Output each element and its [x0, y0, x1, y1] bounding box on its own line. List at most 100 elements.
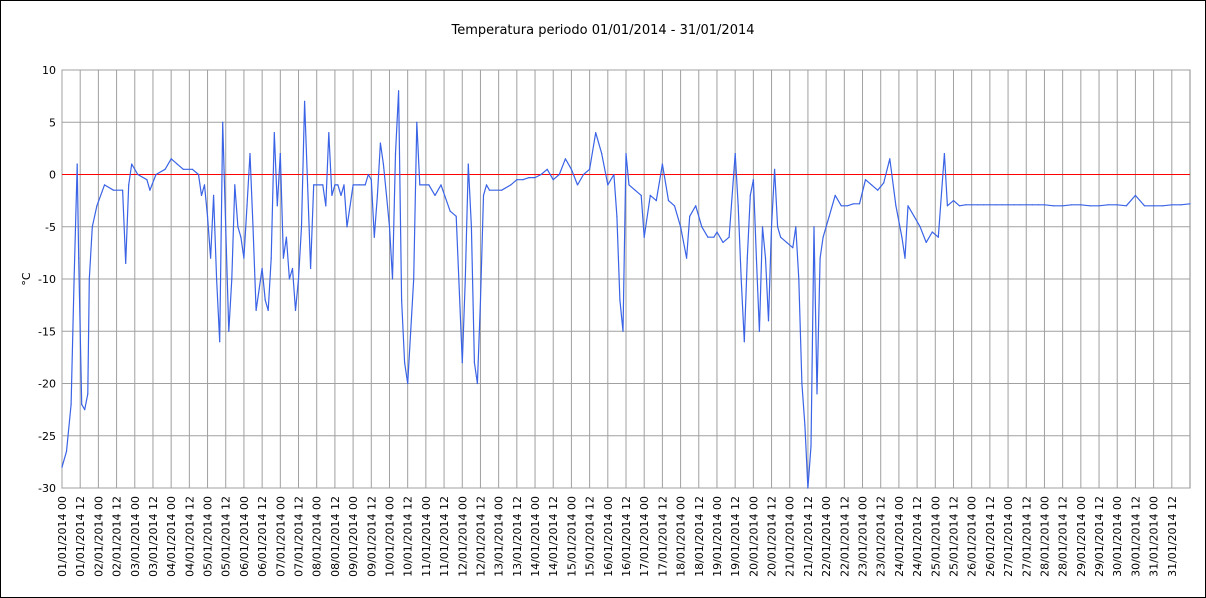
x-tick-label: 30/01/2014 00 — [1111, 496, 1124, 577]
data-point — [291, 267, 294, 270]
data-point — [137, 173, 139, 176]
x-tick-label: 26/01/2014 12 — [984, 496, 997, 577]
x-tick-label: 08/01/2014 12 — [329, 496, 342, 577]
data-point — [907, 205, 909, 207]
x-tick-label: 21/01/2014 00 — [784, 496, 797, 577]
x-tick-label: 29/01/2014 12 — [1093, 496, 1106, 577]
data-point — [78, 257, 80, 259]
data-point — [270, 257, 272, 259]
data-point — [767, 320, 770, 322]
x-tick-label: 16/01/2014 00 — [602, 496, 615, 577]
data-point — [1125, 205, 1127, 207]
data-point — [416, 121, 418, 123]
data-point — [607, 184, 609, 186]
x-tick-label: 09/01/2014 12 — [365, 496, 378, 577]
data-point — [96, 205, 98, 207]
data-point — [213, 194, 215, 196]
x-tick-label: 16/01/2014 12 — [620, 496, 633, 577]
x-tick-label: 08/01/2014 00 — [311, 496, 324, 577]
data-point — [470, 226, 472, 228]
data-point — [434, 194, 436, 196]
data-point — [895, 205, 897, 207]
data-point — [746, 257, 748, 259]
data-point — [822, 236, 824, 238]
data-point — [307, 184, 309, 186]
data-point — [122, 189, 124, 191]
data-point — [410, 330, 412, 332]
data-point — [1162, 205, 1164, 207]
data-point — [995, 204, 997, 206]
data-point — [349, 205, 351, 207]
data-point — [84, 409, 86, 411]
data-point — [164, 168, 166, 170]
y-tick-label: 5 — [49, 116, 56, 129]
data-point — [1062, 205, 1064, 207]
x-tick-label: 11/01/2014 00 — [420, 496, 433, 577]
data-point — [240, 236, 242, 238]
y-tick-label: -15 — [38, 325, 56, 338]
x-tick-label: 31/01/2014 00 — [1148, 496, 1161, 577]
data-point — [689, 215, 691, 217]
data-point — [407, 382, 409, 385]
data-point — [931, 231, 933, 233]
data-point — [328, 132, 330, 134]
data-point — [91, 226, 93, 228]
data-point — [798, 278, 800, 280]
data-point — [713, 236, 715, 238]
x-tick-label: 20/01/2014 00 — [747, 496, 760, 577]
x-tick-label: 02/01/2014 12 — [111, 496, 124, 577]
x-tick-label: 12/01/2014 12 — [474, 496, 487, 577]
data-point — [728, 236, 730, 238]
data-point — [589, 168, 591, 170]
data-point — [343, 184, 345, 186]
data-point — [852, 203, 855, 205]
x-tick-label: 06/01/2014 00 — [238, 496, 251, 577]
data-point — [834, 194, 836, 196]
data-point — [640, 194, 642, 196]
x-tick-label: 31/01/2014 12 — [1166, 496, 1179, 577]
data-point — [131, 163, 133, 165]
data-point — [401, 299, 403, 301]
data-point — [780, 236, 782, 238]
data-point — [225, 226, 227, 228]
data-point — [1180, 204, 1182, 206]
data-point — [1052, 205, 1055, 207]
x-tick-label: 11/01/2014 12 — [438, 496, 451, 577]
data-point — [1031, 204, 1033, 206]
data-point — [680, 226, 682, 228]
data-point — [87, 393, 89, 395]
data-point — [228, 330, 230, 332]
data-point — [570, 168, 573, 170]
x-tick-label: 09/01/2014 00 — [347, 496, 360, 577]
data-point — [819, 257, 821, 259]
data-point — [1153, 205, 1155, 207]
y-tick-label: 10 — [42, 64, 56, 77]
data-point — [282, 257, 284, 259]
data-point — [76, 163, 78, 165]
x-tick-label: 20/01/2014 12 — [766, 496, 779, 577]
data-point — [649, 194, 651, 196]
x-tick-label: 02/01/2014 00 — [92, 496, 105, 577]
data-point — [734, 153, 736, 155]
y-tick-label: -25 — [38, 430, 56, 443]
data-point — [455, 215, 457, 217]
data-point — [1001, 204, 1003, 206]
x-tick-label: 19/01/2014 12 — [729, 496, 742, 577]
data-point — [534, 177, 536, 179]
x-tick-label: 25/01/2014 00 — [929, 496, 942, 577]
data-point — [786, 241, 788, 243]
data-point — [346, 226, 348, 228]
chart-title: Temperatura periodo 01/01/2014 - 31/01/2… — [450, 23, 754, 38]
data-point — [264, 299, 266, 301]
data-point — [1037, 204, 1039, 206]
data-point — [267, 309, 269, 311]
data-point — [358, 184, 360, 186]
data-point — [197, 173, 200, 176]
data-point — [761, 226, 764, 228]
data-point — [488, 189, 491, 191]
data-point — [376, 194, 378, 196]
data-point — [234, 184, 236, 186]
x-tick-label: 24/01/2014 00 — [893, 496, 906, 577]
x-tick-label: 27/01/2014 00 — [1002, 496, 1015, 577]
y-tick-label: 0 — [49, 169, 56, 182]
